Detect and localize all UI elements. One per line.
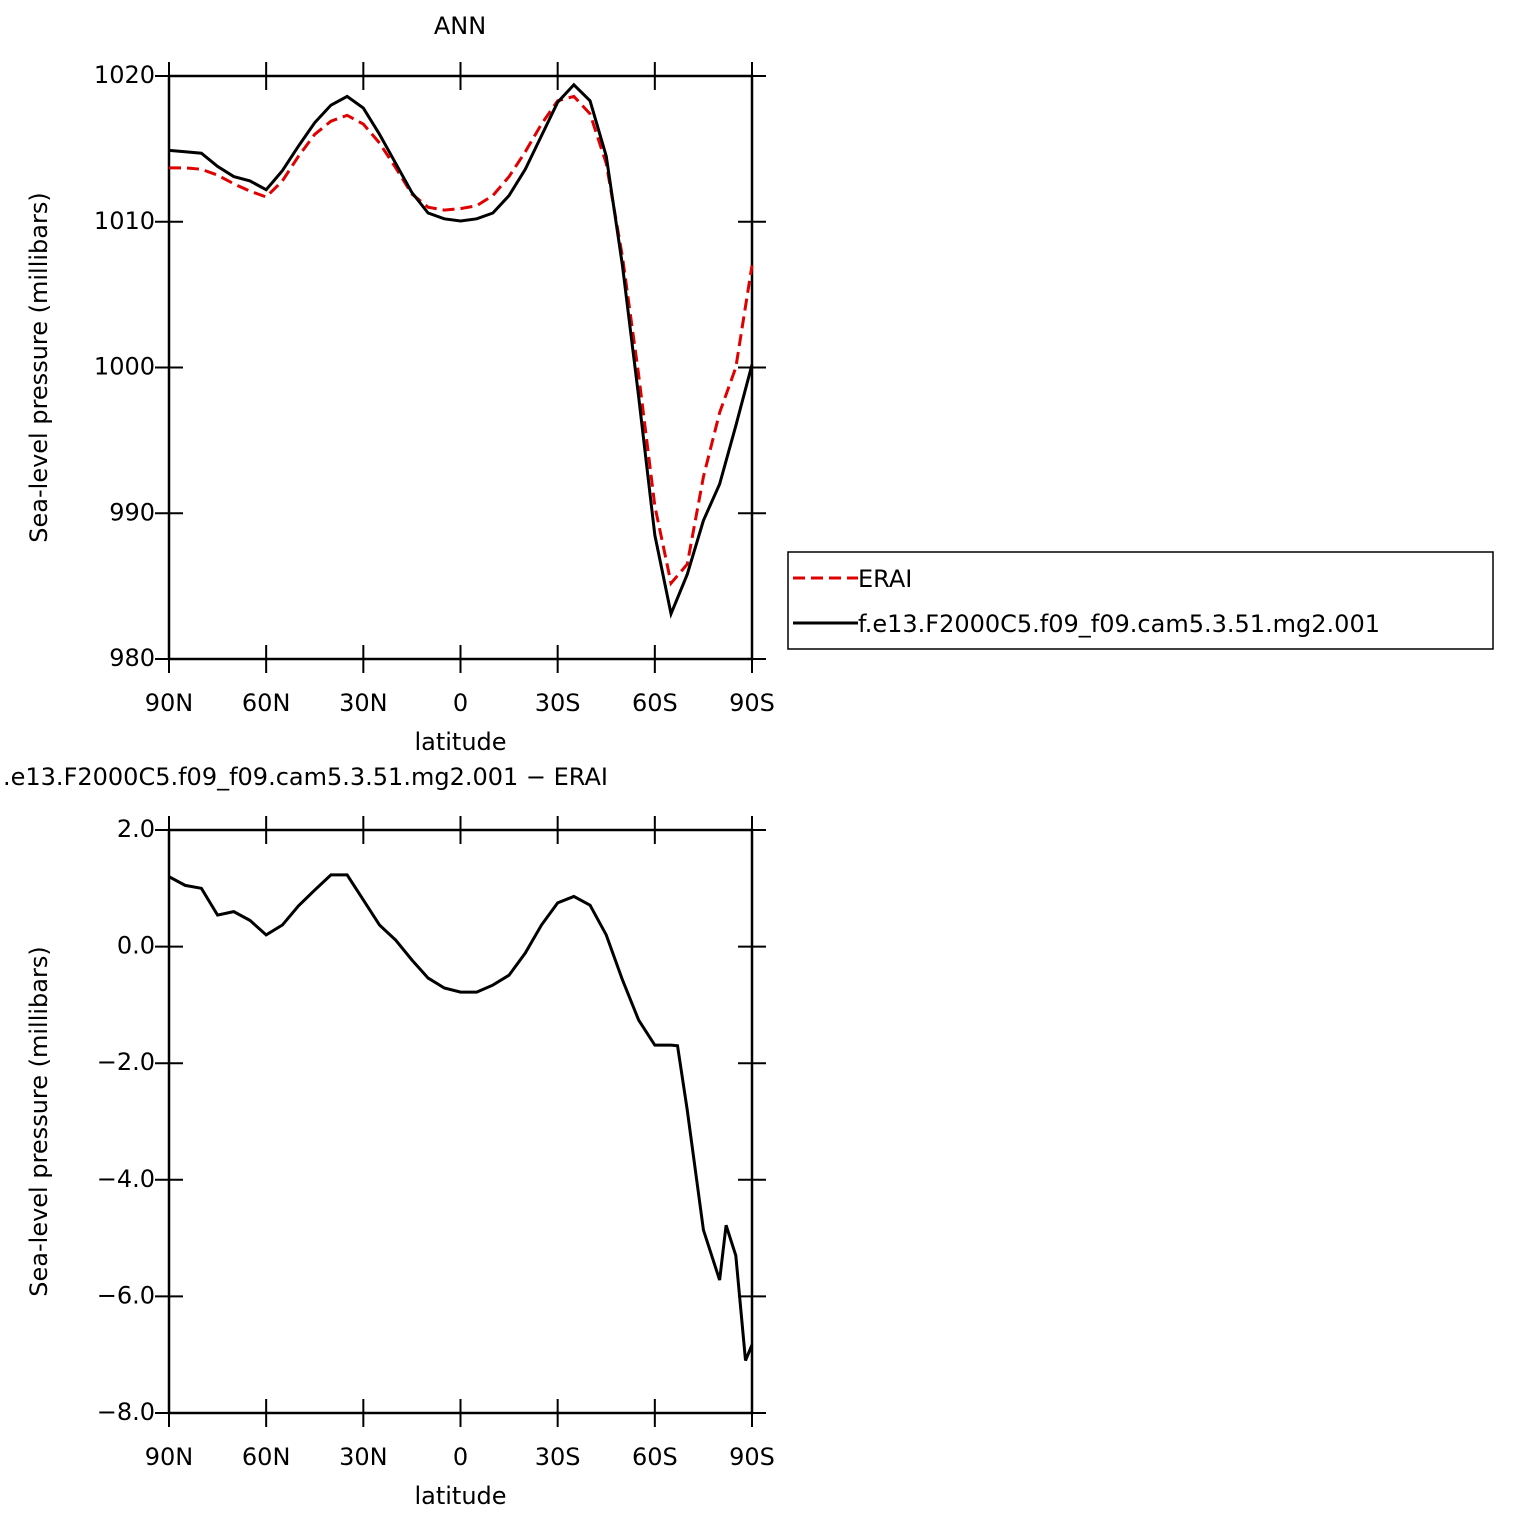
y-tick-label: 980 xyxy=(109,644,155,672)
y-tick-label: 0.0 xyxy=(117,932,155,960)
x-tick-label: 60S xyxy=(632,689,678,717)
x-tick-label: 0 xyxy=(453,689,468,717)
y-tick-label: 1010 xyxy=(94,207,155,235)
x-tick-label: 90S xyxy=(729,1443,775,1471)
y-tick-label: 1000 xyxy=(94,353,155,381)
x-tick-label: 90N xyxy=(145,689,194,717)
y-axis-label: Sea-level pressure (millibars) xyxy=(25,946,53,1296)
x-tick-label: 30N xyxy=(339,1443,388,1471)
data-line xyxy=(168,873,754,1362)
data-line xyxy=(169,94,754,587)
data-line xyxy=(168,82,754,619)
x-tick-label: 60S xyxy=(632,1443,678,1471)
x-tick-label: 90S xyxy=(729,689,775,717)
y-tick-label: −8.0 xyxy=(97,1398,155,1426)
x-tick-label: 30S xyxy=(535,1443,581,1471)
x-tick-label: 0 xyxy=(453,1443,468,1471)
y-tick-label: −6.0 xyxy=(97,1281,155,1309)
x-axis-label: latitude xyxy=(414,728,506,756)
x-tick-label: 60N xyxy=(242,689,291,717)
plot-frame xyxy=(167,74,754,661)
legend-label: ERAI xyxy=(858,565,912,593)
x-tick-label: 60N xyxy=(242,1443,291,1471)
chart-title: ANN xyxy=(434,12,486,40)
plot-frame xyxy=(167,828,754,1415)
y-axis-label: Sea-level pressure (millibars) xyxy=(25,192,53,542)
chart-title: .e13.F2000C5.f09_f09.cam5.3.51.mg2.001 −… xyxy=(3,763,608,791)
x-tick-label: 30N xyxy=(339,689,388,717)
y-tick-label: 990 xyxy=(109,498,155,526)
y-tick-label: 1020 xyxy=(94,61,155,89)
x-tick-label: 90N xyxy=(145,1443,194,1471)
x-axis-label: latitude xyxy=(414,1482,506,1510)
legend-box xyxy=(787,551,1494,650)
y-tick-label: 2.0 xyxy=(117,815,155,843)
x-tick-label: 30S xyxy=(535,689,581,717)
y-tick-label: −2.0 xyxy=(97,1048,155,1076)
y-tick-label: −4.0 xyxy=(97,1165,155,1193)
legend-label: f.e13.F2000C5.f09_f09.cam5.3.51.mg2.001 xyxy=(858,610,1380,638)
